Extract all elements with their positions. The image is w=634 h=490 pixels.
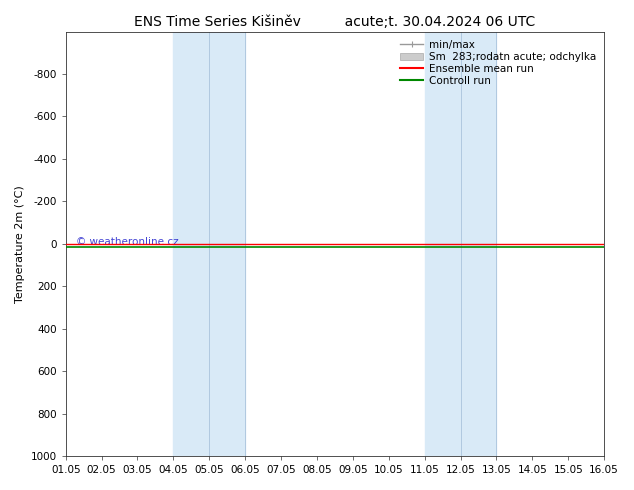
Title: ENS Time Series Kišiněv          acute;t. 30.04.2024 06 UTC: ENS Time Series Kišiněv acute;t. 30.04.2… — [134, 15, 536, 29]
Bar — [425, 31, 496, 456]
Text: © weatheronline.cz: © weatheronline.cz — [77, 237, 179, 246]
Y-axis label: Temperature 2m (°C): Temperature 2m (°C) — [15, 185, 25, 303]
Legend: min/max, Sm  283;rodatn acute; odchylka, Ensemble mean run, Controll run: min/max, Sm 283;rodatn acute; odchylka, … — [398, 37, 599, 89]
Bar — [173, 31, 245, 456]
